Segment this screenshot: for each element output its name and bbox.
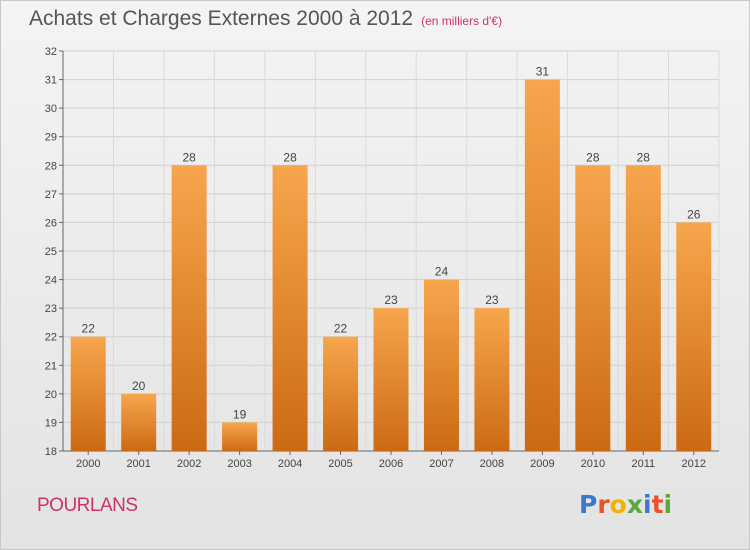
value-label-2003: 19 — [233, 407, 247, 421]
x-tick-label: 2000 — [76, 458, 100, 470]
bars — [70, 79, 712, 452]
x-tick-label: 2003 — [227, 458, 251, 470]
bar-2010 — [575, 165, 611, 452]
value-label-2001: 20 — [132, 379, 146, 393]
value-label-2002: 28 — [182, 150, 196, 164]
y-tick-label: 23 — [45, 303, 57, 315]
x-tick-label: 2010 — [581, 458, 605, 470]
x-tick-label: 2004 — [278, 458, 302, 470]
bar-2004 — [272, 165, 308, 452]
value-label-2000: 22 — [82, 322, 96, 336]
y-tick-label: 31 — [45, 75, 57, 87]
x-tick-label: 2008 — [480, 458, 504, 470]
x-tick-label: 2009 — [530, 458, 554, 470]
y-tick-label: 32 — [45, 46, 57, 58]
bar-2001 — [121, 393, 157, 451]
logo-letter: x — [626, 490, 643, 519]
logo-letter: r — [597, 490, 610, 519]
bar-2003 — [222, 422, 258, 451]
x-tick-label: 2002 — [177, 458, 201, 470]
logo-letter: t — [651, 490, 664, 519]
bar-2006 — [373, 308, 409, 451]
logo-letter: o — [609, 490, 627, 519]
bar-2000 — [70, 336, 106, 451]
value-label-2010: 28 — [586, 150, 600, 164]
value-label-2009: 31 — [536, 65, 550, 79]
chart-subtitle: (en milliers d'€) — [421, 14, 503, 28]
x-tick-label: 2001 — [126, 458, 150, 470]
value-label-2007: 24 — [435, 265, 449, 279]
x-tick-label: 2011 — [631, 458, 655, 470]
value-label-2004: 28 — [283, 150, 297, 164]
y-tick-label: 27 — [45, 189, 57, 201]
value-label-2006: 23 — [384, 293, 398, 307]
bar-2009 — [524, 79, 560, 452]
bar-2007 — [423, 279, 459, 451]
x-tick-label: 2005 — [328, 458, 352, 470]
y-tick-label: 21 — [45, 360, 57, 372]
value-label-2012: 26 — [687, 207, 701, 221]
y-tick-label: 25 — [45, 246, 57, 258]
value-label-2005: 22 — [334, 322, 348, 336]
bar-2012 — [676, 222, 712, 451]
value-label-2011: 28 — [637, 150, 651, 164]
logo-letter: P — [579, 490, 598, 519]
data-labels: 22 20 28 19 28 22 23 24 23 31 28 28 26 — [82, 65, 701, 422]
bar-2008 — [474, 308, 510, 451]
proxiti-logo: Proxiti — [579, 490, 672, 519]
x-tick-label: 2006 — [379, 458, 403, 470]
y-tick-label: 20 — [45, 389, 57, 401]
y-tick-label: 28 — [45, 160, 57, 172]
bar-2002 — [171, 165, 207, 452]
x-tick-label: 2007 — [429, 458, 453, 470]
logo-letter: i — [643, 490, 652, 519]
bar-2005 — [323, 336, 359, 451]
logo-letter: i — [663, 490, 673, 519]
y-tick-label: 30 — [45, 103, 57, 115]
chart-title-text: Achats et Charges Externes 2000 à 2012 — [29, 7, 414, 30]
location-name: POURLANS — [37, 495, 138, 516]
y-tick-label: 24 — [45, 275, 57, 287]
chart-title: Achats et Charges Externes 2000 à 2012 (e… — [29, 7, 502, 31]
y-tick-label: 18 — [45, 446, 57, 458]
y-tick-label: 26 — [45, 217, 57, 229]
y-tick-label: 22 — [45, 332, 57, 344]
y-tick-label: 19 — [45, 417, 57, 429]
y-tick-label: 29 — [45, 132, 57, 144]
value-label-2008: 23 — [485, 293, 499, 307]
bar-2011 — [625, 165, 661, 452]
x-tick-label: 2012 — [682, 458, 706, 470]
